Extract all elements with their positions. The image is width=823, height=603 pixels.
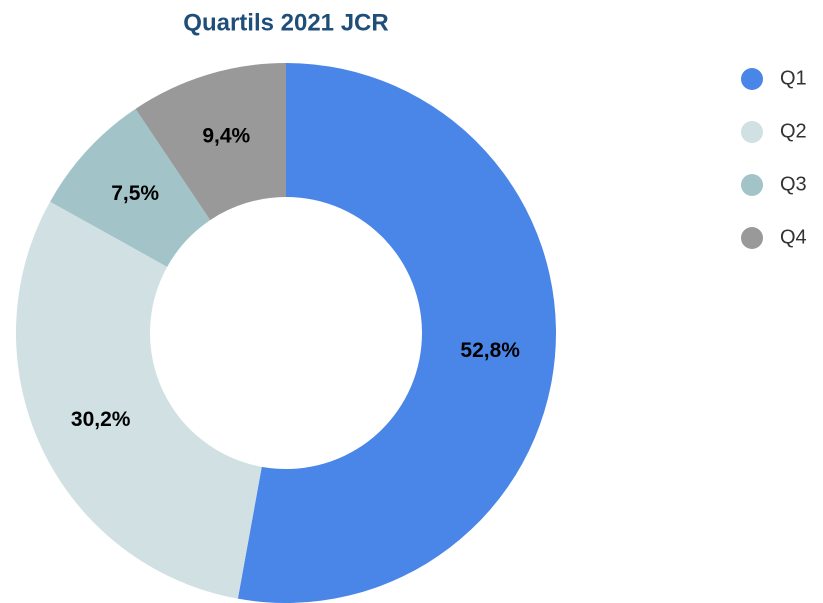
data-label: 7,5%: [111, 182, 159, 205]
legend-swatch: [741, 121, 763, 143]
chart-title: Quartils 2021 JCR: [183, 9, 388, 36]
legend-swatch: [741, 227, 763, 249]
legend-label: Q3: [780, 173, 807, 195]
donut-slice: [237, 63, 557, 603]
legend-label: Q4: [780, 226, 807, 248]
legend-label: Q2: [780, 120, 807, 142]
donut-slice: [135, 63, 286, 221]
legend-swatch: [741, 68, 763, 90]
legend-swatch: [741, 174, 763, 196]
donut-slice: [15, 201, 262, 599]
data-label: 30,2%: [71, 408, 131, 431]
data-label: 9,4%: [202, 124, 250, 147]
legend-label: Q1: [780, 67, 807, 89]
data-label: 52,8%: [460, 339, 520, 362]
donut-slice: [50, 108, 211, 267]
